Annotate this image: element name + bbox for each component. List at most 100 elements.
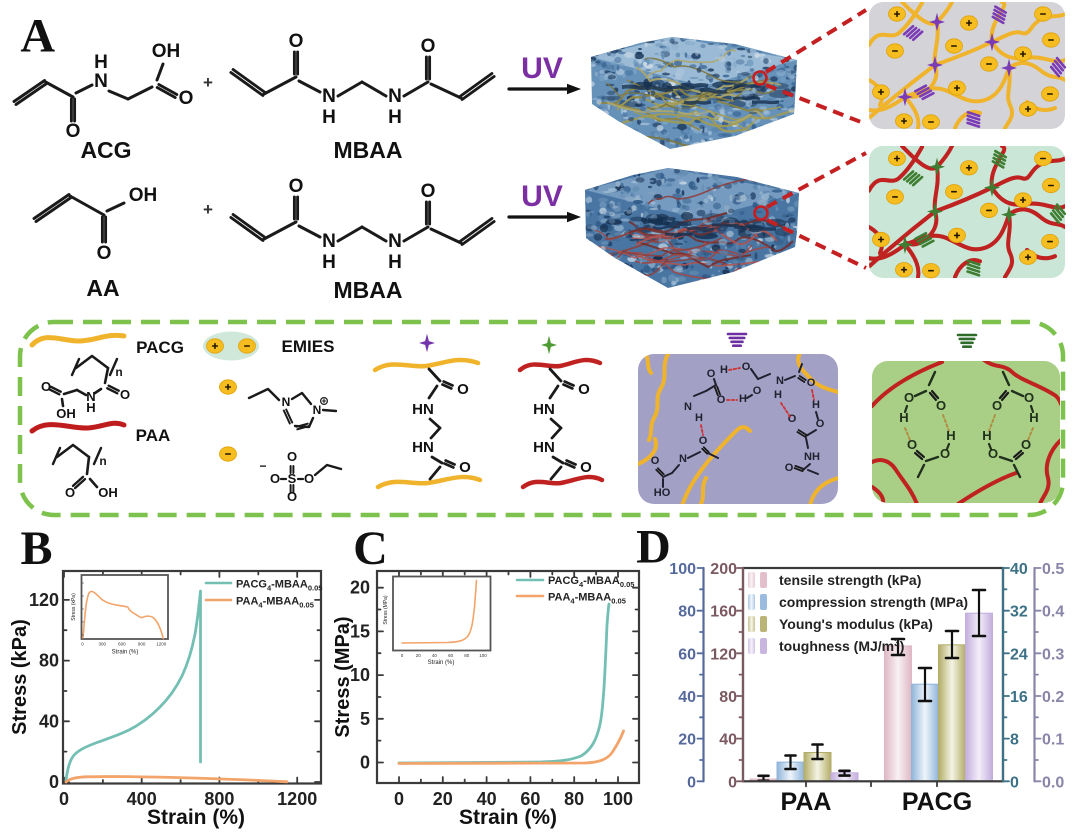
svg-text:O: O bbox=[289, 31, 304, 52]
svg-text:O: O bbox=[1021, 437, 1031, 452]
svg-text:0: 0 bbox=[49, 772, 59, 792]
svg-text:O: O bbox=[707, 368, 716, 380]
svg-text:H: H bbox=[322, 252, 336, 273]
svg-text:80: 80 bbox=[39, 651, 59, 671]
svg-text:0: 0 bbox=[401, 653, 404, 658]
svg-text:compression strength (MPa): compression strength (MPa) bbox=[779, 594, 968, 610]
svg-text:32: 32 bbox=[1010, 604, 1028, 621]
svg-text:H: H bbox=[94, 52, 108, 73]
svg-text:O: O bbox=[904, 390, 914, 405]
svg-text:H: H bbox=[86, 400, 95, 415]
svg-text:O: O bbox=[742, 361, 751, 373]
svg-text:OH: OH bbox=[98, 485, 118, 500]
svg-text:0.0: 0.0 bbox=[1042, 774, 1064, 791]
svg-text:N: N bbox=[322, 86, 336, 107]
svg-text:PAA4-MBAA0.05: PAA4-MBAA0.05 bbox=[236, 596, 314, 610]
svg-text:O: O bbox=[459, 459, 471, 476]
svg-text:0: 0 bbox=[81, 642, 84, 647]
svg-text:8: 8 bbox=[1010, 732, 1019, 749]
svg-text:H: H bbox=[812, 399, 820, 411]
svg-text:S: S bbox=[288, 471, 297, 486]
svg-text:0.2: 0.2 bbox=[1042, 689, 1064, 706]
svg-text:1200: 1200 bbox=[156, 642, 167, 647]
svg-text:5: 5 bbox=[360, 709, 370, 729]
svg-text:Stress (kPa): Stress (kPa) bbox=[9, 619, 31, 735]
svg-text:N: N bbox=[86, 389, 95, 404]
svg-text:0: 0 bbox=[687, 774, 696, 791]
svg-text:20: 20 bbox=[350, 578, 370, 598]
svg-text:MBAA: MBAA bbox=[334, 277, 403, 303]
svg-text:80: 80 bbox=[564, 789, 584, 809]
svg-text:0: 0 bbox=[59, 789, 69, 809]
svg-text:tensile strength (kPa): tensile strength (kPa) bbox=[779, 572, 921, 588]
svg-text:60: 60 bbox=[448, 653, 454, 658]
svg-text:PACG4-MBAA0.05: PACG4-MBAA0.05 bbox=[236, 579, 322, 593]
svg-text:Strain (%): Strain (%) bbox=[428, 660, 455, 666]
svg-text:O: O bbox=[1024, 390, 1034, 405]
svg-text:HN: HN bbox=[412, 401, 434, 418]
svg-text:O: O bbox=[988, 446, 998, 461]
svg-text:O: O bbox=[457, 381, 469, 398]
svg-text:HN: HN bbox=[412, 439, 434, 456]
svg-text:+: + bbox=[203, 200, 213, 219]
svg-text:HN: HN bbox=[533, 401, 555, 418]
svg-text:PACG4-MBAA0.05: PACG4-MBAA0.05 bbox=[548, 575, 634, 589]
svg-text:O: O bbox=[421, 36, 436, 57]
svg-text:160: 160 bbox=[710, 604, 737, 621]
svg-text:MBAA: MBAA bbox=[334, 137, 403, 163]
svg-text:Strain (%): Strain (%) bbox=[459, 806, 557, 829]
svg-text:H: H bbox=[739, 393, 747, 405]
svg-text:120: 120 bbox=[29, 590, 59, 610]
svg-text:20: 20 bbox=[433, 789, 453, 809]
svg-text:1200: 1200 bbox=[277, 789, 317, 809]
svg-text:H: H bbox=[982, 428, 991, 443]
svg-text:PAA: PAA bbox=[136, 426, 171, 445]
svg-text:N: N bbox=[776, 375, 784, 387]
svg-text:0: 0 bbox=[728, 774, 737, 791]
svg-text:300: 300 bbox=[98, 642, 106, 647]
svg-text:O: O bbox=[97, 243, 112, 264]
svg-text:O: O bbox=[753, 385, 762, 397]
svg-text:N: N bbox=[388, 231, 402, 252]
svg-text:Stress (kPa): Stress (kPa) bbox=[71, 593, 77, 621]
svg-text:N: N bbox=[282, 395, 291, 409]
svg-text:−: − bbox=[259, 459, 266, 473]
svg-text:PAA: PAA bbox=[781, 788, 832, 816]
svg-text:20: 20 bbox=[678, 732, 696, 749]
svg-text:60: 60 bbox=[678, 646, 696, 663]
svg-text:40: 40 bbox=[719, 732, 737, 749]
svg-text:OH: OH bbox=[56, 406, 76, 421]
svg-text:H: H bbox=[774, 389, 782, 401]
svg-text:PAA4-MBAA0.05: PAA4-MBAA0.05 bbox=[548, 592, 626, 606]
svg-text:N: N bbox=[94, 71, 108, 92]
svg-text:Young's modulus (kPa): Young's modulus (kPa) bbox=[779, 616, 933, 632]
svg-text:100: 100 bbox=[669, 561, 696, 578]
svg-text:O: O bbox=[120, 387, 130, 402]
svg-text:400: 400 bbox=[127, 789, 157, 809]
svg-text:O: O bbox=[66, 121, 81, 142]
svg-text:H: H bbox=[1029, 410, 1038, 425]
svg-text:15: 15 bbox=[350, 621, 370, 641]
svg-text:40: 40 bbox=[477, 789, 497, 809]
svg-text:100: 100 bbox=[479, 653, 487, 658]
svg-text:HN: HN bbox=[533, 439, 555, 456]
svg-text:N: N bbox=[322, 231, 336, 252]
svg-text:toughness (MJ/m3): toughness (MJ/m3) bbox=[779, 638, 904, 654]
svg-text:O: O bbox=[699, 435, 708, 447]
svg-text:O: O bbox=[179, 88, 194, 109]
svg-text:n: n bbox=[99, 454, 106, 468]
svg-text:H: H bbox=[946, 428, 955, 443]
svg-text:O: O bbox=[807, 377, 816, 389]
svg-text:16: 16 bbox=[1010, 689, 1028, 706]
svg-text:200: 200 bbox=[710, 561, 737, 578]
svg-text:D: D bbox=[636, 521, 671, 574]
svg-text:OH: OH bbox=[152, 41, 181, 62]
svg-text:Strain (%): Strain (%) bbox=[147, 806, 245, 829]
svg-text:PACG: PACG bbox=[902, 788, 972, 816]
svg-text:900: 900 bbox=[138, 642, 146, 647]
svg-text:NH: NH bbox=[804, 451, 820, 463]
svg-text:H: H bbox=[899, 410, 908, 425]
svg-text:O: O bbox=[65, 485, 75, 500]
svg-text:0.3: 0.3 bbox=[1042, 646, 1064, 663]
svg-text:N: N bbox=[679, 453, 687, 465]
